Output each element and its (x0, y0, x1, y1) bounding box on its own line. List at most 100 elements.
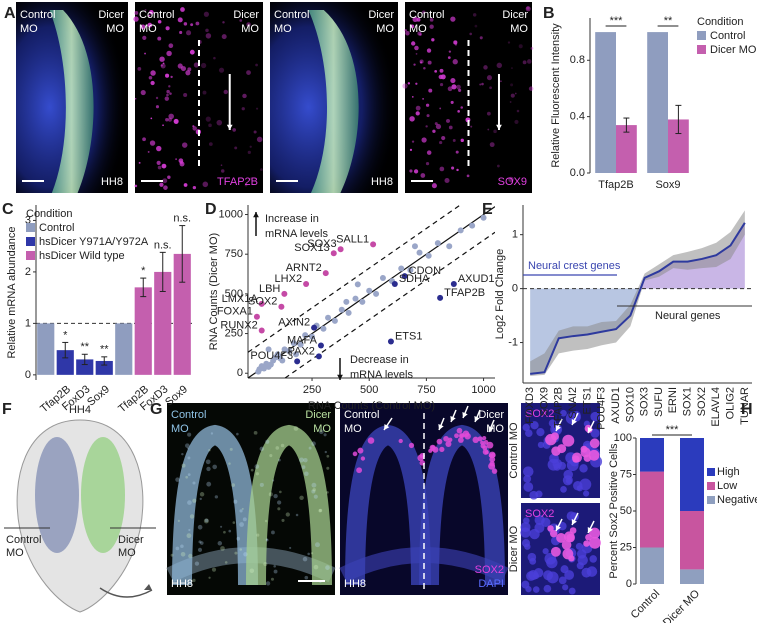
significance: ** (100, 344, 109, 356)
nucleus (271, 530, 275, 535)
sox2-nucleus (457, 437, 464, 443)
stain-dot (487, 128, 490, 131)
panel-letter: E (482, 201, 493, 218)
nucleus (536, 428, 545, 437)
stain-dot (192, 185, 197, 190)
nucleus (576, 562, 584, 570)
nucleus (254, 464, 260, 469)
y-tick-label: 1 (25, 317, 31, 329)
significance: ** (80, 341, 89, 353)
point (330, 250, 337, 257)
nucleus (590, 411, 600, 422)
sox2-nucleus (456, 427, 463, 434)
stain-dot (438, 74, 444, 80)
arrow-head (384, 424, 390, 430)
panel-letter: G (150, 401, 162, 418)
stain-label: DAPI (478, 578, 504, 590)
sox2-nucleus (445, 440, 452, 447)
arrow-head (496, 124, 502, 130)
nucleus (318, 429, 324, 435)
point (401, 273, 408, 280)
stain-dot (486, 111, 491, 116)
nucleus (175, 546, 180, 551)
nucleus (187, 473, 191, 476)
stain-dot (223, 89, 228, 95)
stain-dot (168, 43, 174, 49)
nucleus (181, 452, 184, 456)
stain-dot (150, 70, 156, 76)
point (437, 294, 444, 301)
point (302, 332, 309, 339)
stain-dot (410, 24, 415, 29)
nucleus (259, 446, 265, 452)
y-tick-label: 75 (620, 468, 632, 480)
nucleus (302, 556, 308, 562)
sox2-nucleus (549, 530, 558, 538)
nucleus (326, 454, 330, 458)
stain-dot (147, 22, 153, 28)
nucleus (205, 459, 211, 465)
stain-dot (234, 146, 238, 150)
point-label: SOX3 (307, 238, 336, 250)
stain-dot (249, 177, 253, 181)
stain-dot (448, 125, 453, 130)
stain-dot (460, 138, 464, 143)
x-tick-label: AXUD1 (610, 387, 622, 424)
area (530, 222, 745, 374)
point (270, 357, 277, 364)
stain-dot (425, 125, 428, 128)
annotation: Increase in (265, 213, 319, 225)
point (434, 240, 441, 247)
sox2-nucleus (550, 432, 559, 441)
nucleus (279, 490, 282, 494)
x-tick-label: Control (629, 588, 663, 622)
sox2-nucleus (547, 525, 554, 532)
stain-dot (422, 97, 424, 100)
stain-dot (413, 169, 419, 174)
stain-dot (142, 35, 147, 40)
stain-dot (510, 67, 513, 70)
nucleus (589, 555, 597, 563)
nucleus (188, 528, 191, 532)
annotation: Decrease in (350, 354, 409, 366)
image-label: Dicer (305, 409, 331, 421)
dicer-side (81, 437, 125, 553)
nucleus (533, 573, 540, 580)
image-side-label: Dicer MO (508, 525, 520, 572)
point (469, 222, 476, 229)
nucleus (558, 576, 567, 585)
nucleus (206, 466, 211, 472)
point (265, 363, 272, 370)
side-label: Dicer (118, 534, 144, 546)
stain-dot (183, 92, 188, 98)
stain-dot (149, 140, 156, 146)
point-label: SALL1 (336, 233, 369, 245)
panel-letter: F (2, 401, 12, 418)
stain-dot (157, 165, 162, 170)
y-tick-label: 1 (512, 229, 518, 241)
nucleus (236, 432, 239, 436)
image-corner-label: HH8 (171, 578, 193, 590)
point (281, 290, 288, 297)
nucleus (524, 543, 531, 550)
stain-dot (414, 45, 419, 51)
stain-dot (155, 105, 160, 109)
stain-dot (156, 160, 161, 165)
stain-dot (177, 63, 183, 69)
point (331, 317, 338, 324)
image-side-label: Control MO (508, 422, 520, 479)
stain-dot (415, 82, 418, 85)
stain-dot (239, 19, 243, 22)
sox2-nucleus (428, 448, 433, 453)
stain-dot (209, 142, 213, 146)
image-corner-label: TFAP2B (217, 176, 258, 188)
stain-dot (140, 89, 146, 96)
stain-dot (411, 95, 414, 98)
stain-dot (205, 116, 211, 122)
legend-label: Control (39, 222, 74, 234)
stain-dot (167, 175, 171, 179)
stain-dot (420, 61, 423, 64)
point (343, 298, 350, 305)
point-label: LBH (259, 283, 280, 295)
stain-dot (162, 124, 164, 127)
